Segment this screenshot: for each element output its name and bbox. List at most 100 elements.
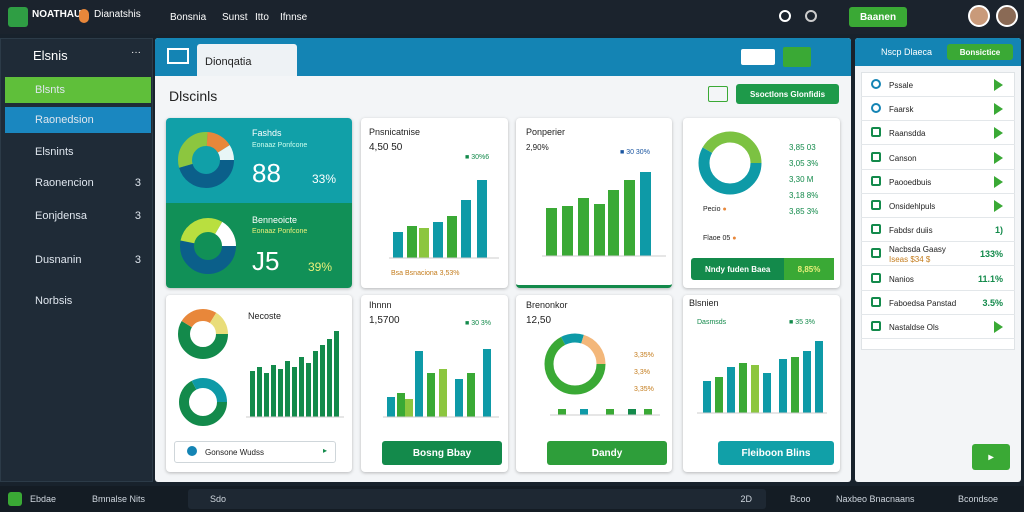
input[interactable]: Gonsone Wudss ▸ bbox=[174, 441, 336, 463]
nav-item[interactable]: Bonsnia bbox=[170, 12, 207, 23]
bar bbox=[415, 351, 423, 417]
nav-item[interactable]: Elsnints bbox=[5, 139, 151, 165]
list-label: Raansdda bbox=[889, 129, 926, 139]
bar bbox=[278, 369, 283, 417]
nav-item[interactable]: Ifnnse bbox=[280, 12, 308, 23]
list-item[interactable]: Canson bbox=[861, 146, 1015, 170]
list-item[interactable]: Pssale bbox=[861, 73, 1015, 97]
list-arrow bbox=[994, 175, 1003, 188]
shape: 30%6 bbox=[471, 154, 490, 161]
shape: Blsnts bbox=[35, 84, 65, 96]
legend: ■ 30 30% bbox=[620, 149, 650, 156]
card-button[interactable]: Bosng Bbay bbox=[382, 441, 502, 465]
card-button[interactable]: Dandy bbox=[547, 441, 667, 465]
nav-item[interactable]: Itto bbox=[255, 12, 269, 23]
nav-item[interactable]: Dusnanin 3 bbox=[5, 247, 151, 273]
list-item[interactable]: Nanios 11.1% bbox=[861, 267, 1015, 291]
top-button[interactable]: Baanen bbox=[849, 7, 907, 27]
list-item[interactable]: Nastaldse Ols bbox=[861, 315, 1015, 339]
avatar[interactable] bbox=[996, 5, 1018, 27]
list-item[interactable]: Faboedsa Panstad 3.5% bbox=[861, 291, 1015, 315]
brand-sub: Dianatshis bbox=[94, 9, 141, 20]
list-arrow bbox=[994, 127, 1003, 140]
list-arrow bbox=[994, 151, 1003, 164]
card-footer-button[interactable]: Nndy fuden Baea 8,85% bbox=[691, 258, 834, 280]
bottom-bar: Ebdae Bmnalse Nits Sdo 2D Bcoo Naxbeo Bna… bbox=[0, 486, 1024, 512]
shape: 3 bbox=[134, 177, 141, 189]
card-button[interactable]: Fleiboon Blins bbox=[718, 441, 834, 465]
bar bbox=[264, 373, 269, 417]
bar bbox=[703, 381, 711, 413]
kpi-change: 39% bbox=[308, 260, 333, 274]
chart-card: Necoste Gonsone Wudss ▸ bbox=[166, 295, 352, 472]
bar bbox=[546, 208, 557, 256]
card-footer: Bsa Bsnaciona 3,53% bbox=[391, 270, 460, 277]
nav-item[interactable]: Norbsis bbox=[5, 288, 151, 314]
tab[interactable]: Dionqatia bbox=[197, 44, 297, 76]
bar bbox=[644, 409, 652, 415]
kpi-title: Benneoicte bbox=[252, 215, 298, 225]
search[interactable]: Sdo 2D bbox=[188, 489, 766, 509]
fab[interactable]: ▸ bbox=[972, 444, 1010, 470]
donut bbox=[179, 378, 227, 426]
nav-item[interactable]: Raonencion 3 bbox=[5, 170, 151, 196]
shape bbox=[187, 446, 197, 456]
nav-item[interactable]: Blsnts bbox=[5, 77, 151, 103]
list-label: Nastaldse Ols bbox=[889, 323, 939, 332]
header-button[interactable] bbox=[783, 47, 811, 67]
shape: ▸ bbox=[322, 446, 327, 455]
bar bbox=[779, 359, 787, 413]
icon[interactable] bbox=[805, 10, 817, 22]
list-label: Nacbsda Gaasy bbox=[889, 245, 946, 255]
list-item[interactable]: Nacbsda Gaasy Iseas $34 $ 133% bbox=[861, 242, 1015, 267]
card-value: 12,50 bbox=[526, 315, 552, 326]
shape: 3,18 8% bbox=[789, 191, 819, 200]
header-button[interactable] bbox=[741, 49, 775, 65]
kpi-subtitle: Eonaaz Ponfcone bbox=[252, 142, 308, 149]
list-item[interactable]: Raansdda bbox=[861, 121, 1015, 146]
bar bbox=[558, 409, 566, 415]
icon-button[interactable] bbox=[708, 86, 728, 102]
bottom-item[interactable]: Bcoo bbox=[790, 494, 811, 504]
nav-item[interactable]: Sunst bbox=[222, 12, 248, 23]
bar bbox=[763, 373, 771, 413]
list-box bbox=[861, 72, 1015, 350]
bar bbox=[285, 361, 290, 417]
label: Pecio ● bbox=[703, 206, 727, 213]
card-title: Pnsnicatnise bbox=[369, 127, 421, 137]
list-item[interactable]: Faarsk bbox=[861, 97, 1015, 122]
chart-card: Ihnnn 1,5700 ■ 30 3% Bosng Bbay bbox=[361, 295, 508, 472]
kpi-card: Fashds Eonaaz Ponfcone 88 33% Benneoicte… bbox=[166, 118, 352, 288]
bar bbox=[433, 222, 443, 258]
bottom-item[interactable]: Bcondsoe bbox=[958, 494, 999, 504]
shape bbox=[178, 132, 234, 188]
bar bbox=[427, 373, 435, 417]
menu-dots[interactable]: ··· bbox=[131, 47, 141, 58]
bottom-item[interactable]: Naxbeo Bnacnaans bbox=[836, 494, 915, 504]
panel-title: Nscp Dlaeca bbox=[881, 47, 933, 57]
action-button[interactable]: Ssoctlons Glonfidis bbox=[736, 84, 839, 104]
shape: 3 bbox=[134, 254, 141, 266]
list-icon bbox=[871, 200, 881, 210]
list-item[interactable]: Fabdsr duiis 1) bbox=[861, 218, 1015, 243]
heading: Dlscinls bbox=[169, 88, 218, 104]
search-icon[interactable] bbox=[779, 10, 791, 22]
tab-icon[interactable] bbox=[167, 48, 189, 64]
kpi-bottom bbox=[166, 203, 352, 288]
list-icon bbox=[871, 321, 881, 331]
list-item[interactable]: Onsidehlpuls bbox=[861, 194, 1015, 218]
donut-card: 3,85 03 3,05 3% 3,30 M 3,18 8% 3,85 3% Pecio… bbox=[683, 118, 840, 288]
card-title: Ihnnn bbox=[369, 300, 392, 310]
bar-chart bbox=[542, 172, 666, 257]
kpi-top bbox=[166, 118, 352, 203]
shape: 30 30% bbox=[626, 149, 650, 156]
bar bbox=[624, 180, 635, 256]
avatar[interactable] bbox=[968, 5, 990, 27]
nav-item[interactable]: Raonedsion bbox=[5, 107, 151, 133]
shape bbox=[179, 378, 227, 426]
shape: 3,35% bbox=[634, 386, 654, 393]
nav-item[interactable]: Eonjdensa 3 bbox=[5, 203, 151, 229]
panel-button[interactable]: Bonsictice bbox=[947, 44, 1013, 60]
shape: 3,35% bbox=[634, 352, 654, 359]
list-item[interactable]: Paooedbuis bbox=[861, 170, 1015, 194]
